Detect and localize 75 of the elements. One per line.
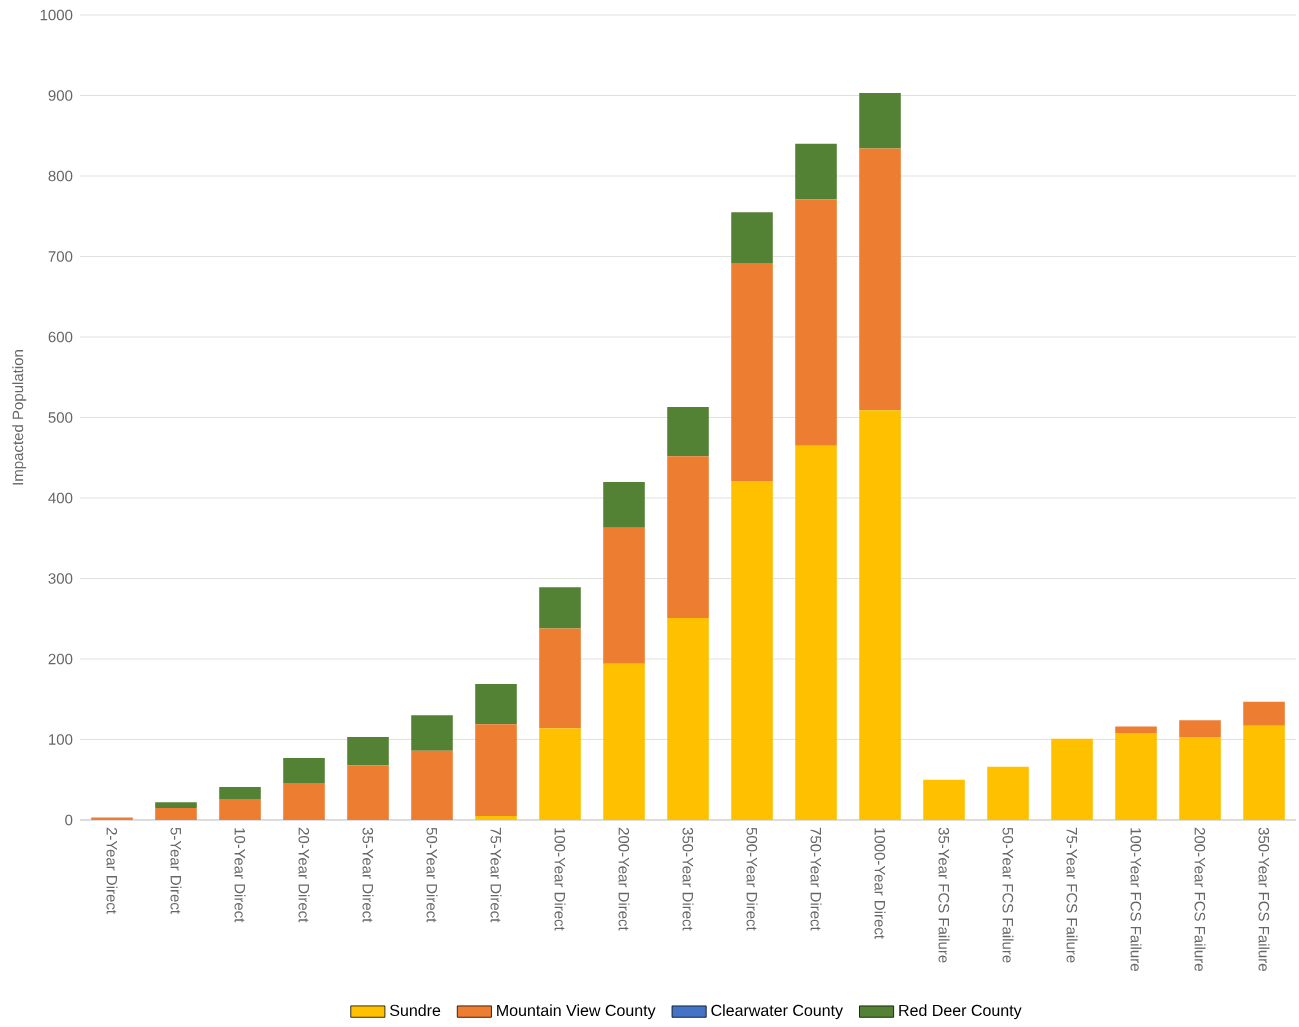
bar [603, 481, 645, 528]
x-tick-label: 10-Year Direct [234, 828, 246, 923]
bar [603, 527, 645, 664]
x-tick-label: 5-Year Direct [170, 827, 182, 914]
bar [731, 481, 773, 820]
bar [475, 724, 517, 816]
bar [1243, 725, 1285, 820]
x-tick-label: 500-Year Direct [746, 827, 758, 931]
y-axis-title: Impacted Population [12, 350, 27, 485]
y-tick-label: 100 [49, 734, 73, 745]
x-tick-label: 75-Year Direct [490, 827, 502, 923]
x-tick-label: 1000-Year Direct [874, 828, 886, 939]
bar [1115, 733, 1157, 820]
x-tick-label: 50-Year Direct [426, 827, 438, 923]
bar [475, 815, 517, 820]
y-tick-label: 1000 [40, 9, 73, 21]
bar [283, 782, 325, 820]
y-tick-label: 0 [65, 814, 73, 826]
bar [795, 143, 837, 200]
bar [219, 799, 261, 820]
bar [1243, 701, 1285, 726]
x-tick-label: 100-Year FCS Failure [1130, 828, 1142, 971]
bar [795, 199, 837, 446]
bar [155, 802, 197, 808]
y-tick-label: 500 [48, 412, 73, 423]
bar [603, 663, 645, 820]
bar [475, 683, 517, 725]
bar [1179, 720, 1221, 738]
x-tick-label: 100-Year Direct [554, 828, 566, 931]
legend-label: Mountain View County [497, 1004, 656, 1020]
x-tick-label: 35-Year FCS Failure [938, 827, 950, 963]
y-tick-label: 300 [48, 573, 73, 584]
x-tick-label: 350-Year FCS Failure [1258, 827, 1270, 971]
bar [411, 715, 453, 751]
bar [539, 628, 581, 729]
bar [987, 766, 1029, 820]
bar [859, 93, 901, 149]
legend-label: Clearwater County [711, 1004, 844, 1020]
bar [283, 758, 325, 783]
bar [1115, 726, 1157, 734]
legend-label: Red Deer County [899, 1004, 1022, 1020]
bar [667, 617, 709, 820]
x-tick-label: 35-Year Direct [362, 827, 374, 923]
bar [859, 410, 901, 820]
legend-label: Sundre [390, 1004, 441, 1017]
x-tick-label: 200-Year FCS Failure [1194, 827, 1206, 971]
bar [667, 456, 709, 618]
bar [539, 728, 581, 820]
bar [411, 750, 453, 820]
x-tick-label: 750-Year Direct [810, 827, 822, 931]
bar [155, 807, 197, 820]
bar [539, 587, 581, 629]
x-tick-label: 50-Year FCS Failure [1002, 827, 1014, 963]
x-tick-label: 75-Year FCS Failure [1066, 827, 1078, 963]
y-tick-label: 900 [48, 90, 73, 101]
bar [667, 407, 709, 457]
y-tick-label: 800 [48, 170, 73, 182]
y-tick-label: 600 [48, 331, 73, 343]
y-tick-label: 700 [48, 251, 73, 262]
x-tick-label: 200-Year Direct [618, 827, 630, 931]
x-tick-label: 350-Year Direct [682, 827, 694, 931]
x-tick-label: 20-Year Direct [298, 827, 310, 923]
bar [731, 212, 773, 263]
bar [923, 779, 965, 820]
y-tick-label: 200 [48, 653, 73, 665]
bar [347, 737, 389, 766]
bar [795, 445, 837, 820]
x-tick-label: 2-Year Direct [106, 827, 118, 914]
bar [219, 786, 261, 800]
bar [859, 148, 901, 411]
bar [347, 765, 389, 820]
bar [1051, 738, 1093, 820]
y-tick-label: 400 [48, 492, 73, 504]
bar [731, 262, 773, 482]
bar [1179, 737, 1221, 820]
